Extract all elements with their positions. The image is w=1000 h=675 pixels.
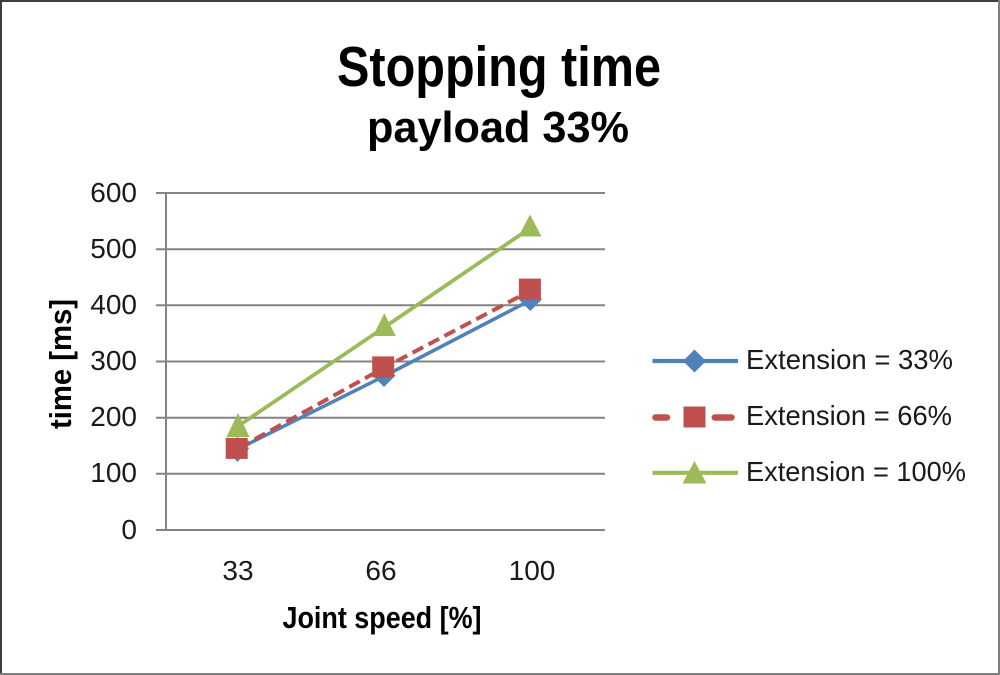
svg-text:100: 100: [90, 457, 137, 488]
svg-text:Stopping time: Stopping time: [337, 35, 661, 99]
svg-text:200: 200: [90, 401, 137, 432]
svg-text:Extension = 66%: Extension = 66%: [746, 400, 952, 431]
svg-text:Extension = 33%: Extension = 33%: [746, 344, 953, 375]
svg-text:time [ms]: time [ms]: [43, 299, 78, 429]
svg-text:0: 0: [121, 514, 137, 545]
svg-text:33: 33: [222, 555, 253, 586]
svg-text:400: 400: [90, 289, 137, 320]
svg-text:Extension = 100%: Extension = 100%: [746, 456, 966, 487]
svg-text:500: 500: [90, 233, 137, 264]
svg-text:600: 600: [90, 177, 137, 208]
svg-text:66: 66: [365, 555, 396, 586]
svg-text:Joint speed [%]: Joint speed [%]: [283, 600, 482, 635]
svg-text:100: 100: [509, 555, 556, 586]
svg-text:300: 300: [90, 345, 137, 376]
svg-text:payload 33%: payload 33%: [367, 103, 629, 152]
